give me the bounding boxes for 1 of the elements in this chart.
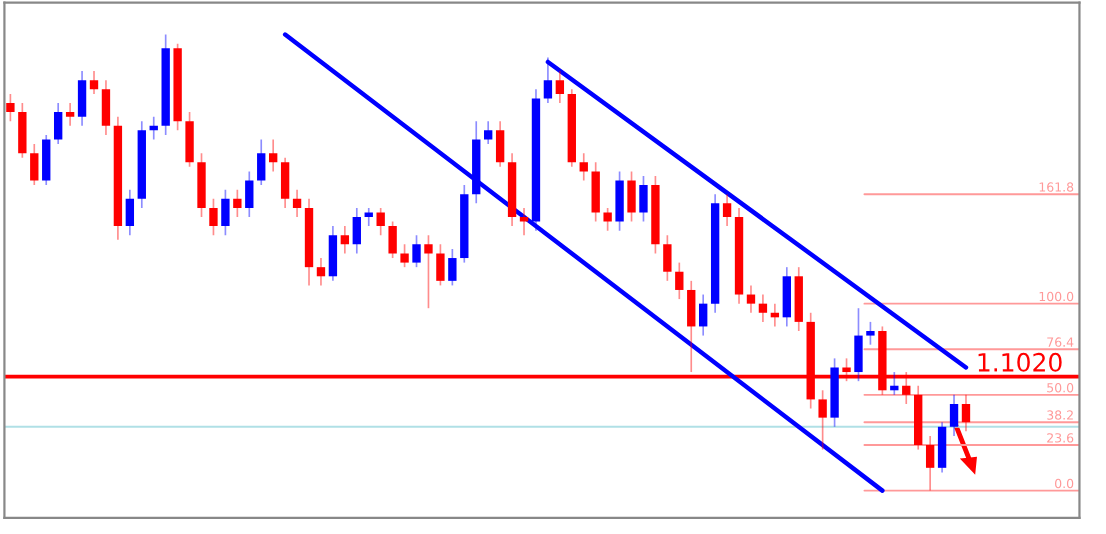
annotation: 1.1020 [978, 352, 1062, 372]
